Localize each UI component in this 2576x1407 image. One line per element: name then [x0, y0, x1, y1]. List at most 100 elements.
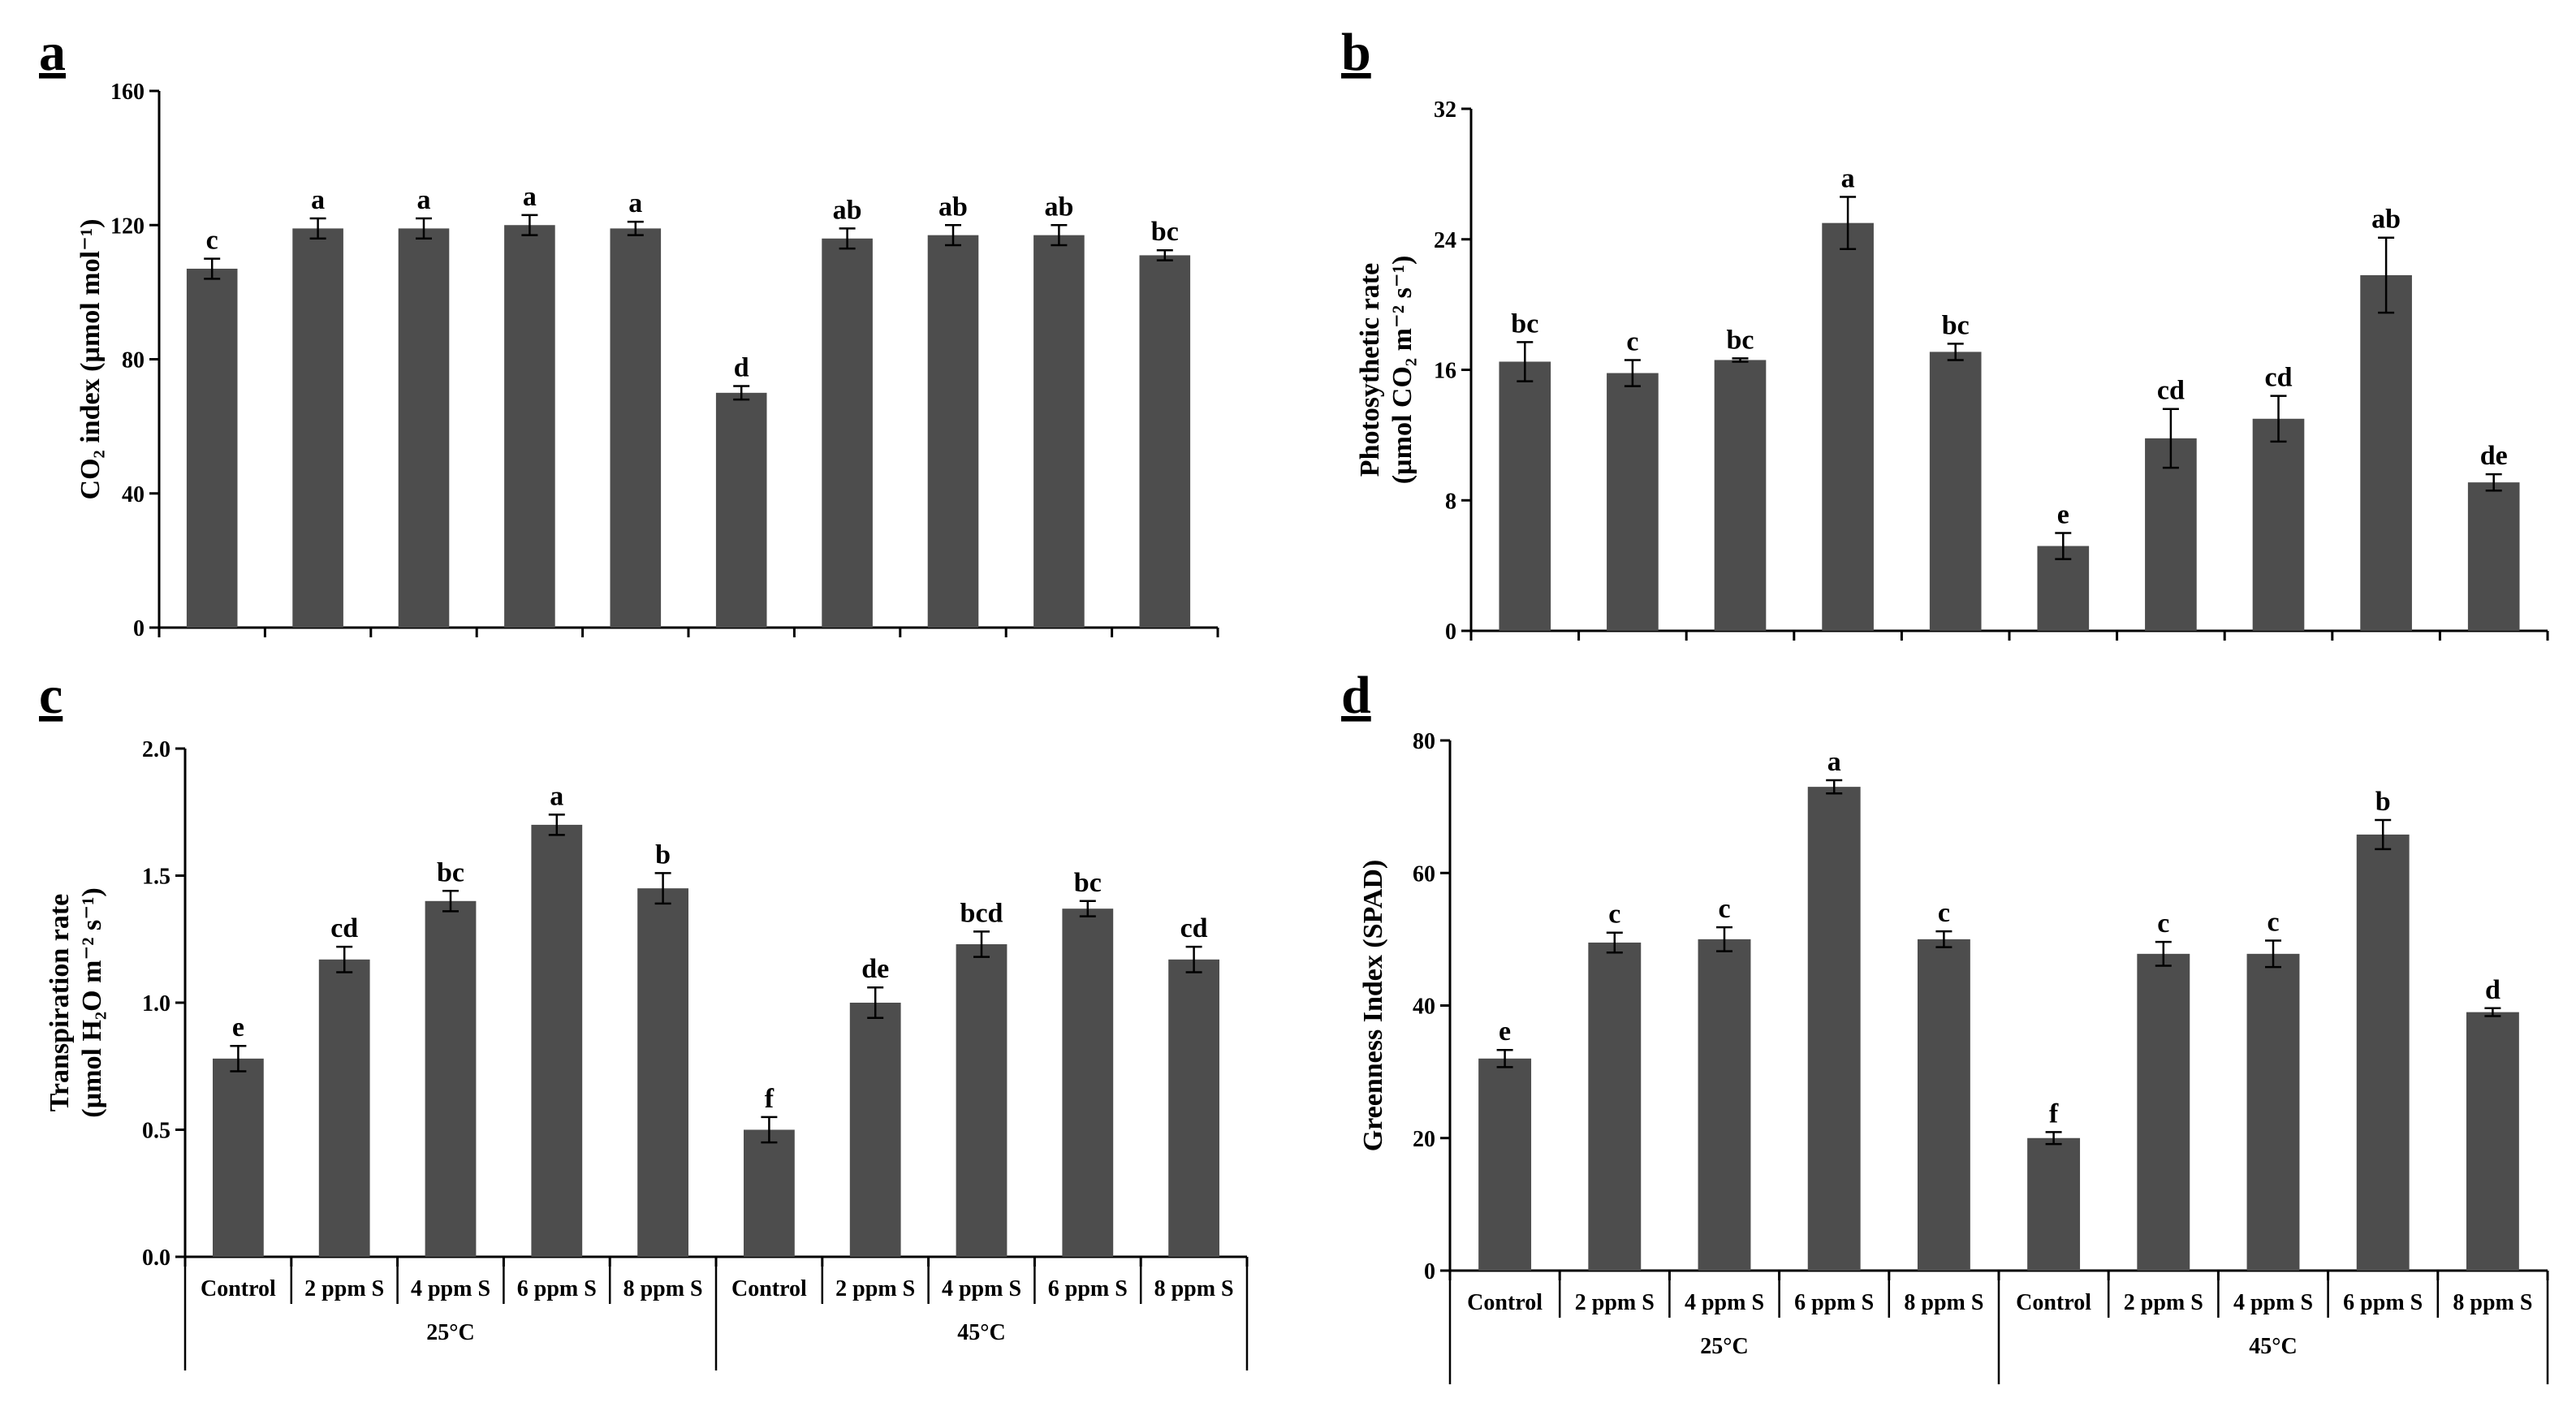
significance-letter: bc	[1727, 325, 1754, 355]
bar	[2037, 546, 2090, 631]
y-axis-title-line: (µmol CO₂ m⁻² s⁻¹)	[1387, 256, 1417, 485]
category-label: 6 ppm S	[1794, 1290, 1874, 1315]
bar	[610, 228, 662, 628]
group-label: 45°C	[957, 1320, 1005, 1345]
significance-letter: cd	[2157, 376, 2185, 406]
bar	[715, 392, 767, 628]
bar	[2466, 1012, 2519, 1271]
category-label: 4 ppm S	[1685, 1290, 1764, 1315]
category-label: Control	[1467, 1290, 1543, 1315]
significance-letter: bc	[1074, 868, 1102, 898]
bar	[213, 1058, 264, 1257]
significance-letter: d	[734, 353, 749, 383]
bar	[398, 228, 450, 628]
significance-letter: d	[2485, 975, 2500, 1005]
significance-letter: bcd	[960, 898, 1003, 928]
y-tick-label: 40	[1413, 995, 1435, 1020]
y-tick-label: 0.5	[142, 1119, 170, 1144]
bar	[1139, 255, 1191, 628]
bar	[504, 225, 555, 628]
category-label: 2 ppm S	[835, 1276, 915, 1301]
y-tick-label: 80	[1413, 729, 1435, 754]
panel-letter: b	[1341, 23, 1371, 82]
significance-letter: f	[2049, 1098, 2059, 1129]
significance-letter: cd	[2265, 363, 2293, 393]
significance-letter: b	[655, 839, 671, 870]
significance-letter: f	[765, 1084, 775, 1114]
group-label: 25°C	[1700, 1334, 1748, 1359]
bar	[1588, 942, 1642, 1271]
y-axis-title: CO₂ index (µmol mol⁻¹)	[76, 219, 106, 500]
bar	[1917, 939, 1970, 1271]
category-label: 4 ppm S	[942, 1276, 1021, 1301]
group-label: 25°C	[426, 1320, 474, 1345]
bar	[1822, 222, 1874, 631]
bar	[1478, 1058, 1532, 1271]
y-tick-label: 32	[1434, 97, 1456, 123]
bar	[2252, 418, 2305, 631]
significance-letter: bc	[1942, 310, 1970, 340]
category-label: 4 ppm S	[411, 1276, 490, 1301]
chart-panel-a: a 0 40 80 120 160 c a a a a d ab ab ab bc CO₂ index (µmo…	[39, 23, 1219, 641]
significance-letter: a	[1841, 164, 1855, 194]
panel-letter: a	[39, 23, 66, 82]
panel-letter: d	[1341, 666, 1371, 725]
y-tick-label: 80	[122, 348, 145, 373]
significance-letter: ab	[2371, 205, 2401, 235]
significance-letter: a	[628, 188, 642, 218]
bar	[1807, 787, 1861, 1271]
y-axis-title-line: Photosythetic rate	[1355, 263, 1385, 477]
category-label: 2 ppm S	[1575, 1290, 1655, 1315]
group-label: 45°C	[2249, 1334, 2297, 1359]
chart-panel-b: b 0 8 16 24 32 bc c bc a bc e cd cd ab de Photosythetic …	[1341, 23, 2549, 645]
y-tick-label: 120	[110, 214, 145, 239]
significance-letter: cd	[330, 913, 358, 943]
bar	[1062, 909, 1114, 1257]
bar	[1714, 360, 1767, 631]
category-label: 2 ppm S	[304, 1276, 384, 1301]
significance-letter: e	[232, 1012, 244, 1042]
bar	[1033, 235, 1085, 628]
significance-letter: b	[2375, 787, 2391, 817]
y-tick-label: 1.0	[142, 991, 170, 1016]
significance-letter: ab	[833, 195, 862, 225]
category-label: 8 ppm S	[2453, 1290, 2532, 1315]
bar	[2246, 953, 2300, 1271]
category-label: 6 ppm S	[2343, 1290, 2423, 1315]
significance-letter: ab	[938, 192, 968, 222]
significance-letter: e	[1499, 1016, 1511, 1047]
y-tick-label: 60	[1413, 861, 1435, 887]
bar	[2145, 438, 2197, 631]
category-label: 6 ppm S	[517, 1276, 597, 1301]
y-tick-label: 160	[110, 80, 145, 105]
significance-letter: a	[311, 185, 325, 215]
y-tick-label: 0	[1445, 619, 1456, 645]
category-label: 8 ppm S	[624, 1276, 703, 1301]
y-tick-label: 0	[133, 616, 145, 641]
significance-letter: c	[2157, 909, 2169, 939]
bar	[531, 824, 583, 1257]
y-axis-title-line: Transpiration rate	[45, 894, 75, 1112]
y-tick-label: 1.5	[142, 865, 170, 890]
significance-letter: c	[1938, 898, 1950, 928]
y-tick-label: 0	[1424, 1259, 1435, 1284]
y-axis-title: Greenness Index (SPAD)	[1358, 860, 1388, 1152]
bar	[1607, 373, 1659, 631]
significance-letter: c	[206, 226, 218, 256]
significance-letter: a	[550, 781, 563, 811]
bar	[1168, 959, 1219, 1257]
chart-panel-d: d 0 20 40 60 80 e c c a c f c c b d Greenness Index (SPA…	[1341, 666, 2549, 1384]
y-tick-label: 40	[122, 482, 145, 507]
bar	[1499, 361, 1551, 631]
y-tick-label: 16	[1434, 359, 1456, 384]
panel-letter: c	[39, 666, 63, 725]
significance-letter: c	[2267, 908, 2279, 938]
bar	[1698, 939, 1751, 1271]
significance-letter: bc	[1511, 309, 1538, 339]
category-label: Control	[731, 1276, 807, 1301]
bar	[849, 1003, 901, 1257]
y-tick-label: 24	[1434, 228, 1456, 253]
category-label: Control	[2016, 1290, 2091, 1315]
significance-letter: de	[2480, 441, 2508, 471]
